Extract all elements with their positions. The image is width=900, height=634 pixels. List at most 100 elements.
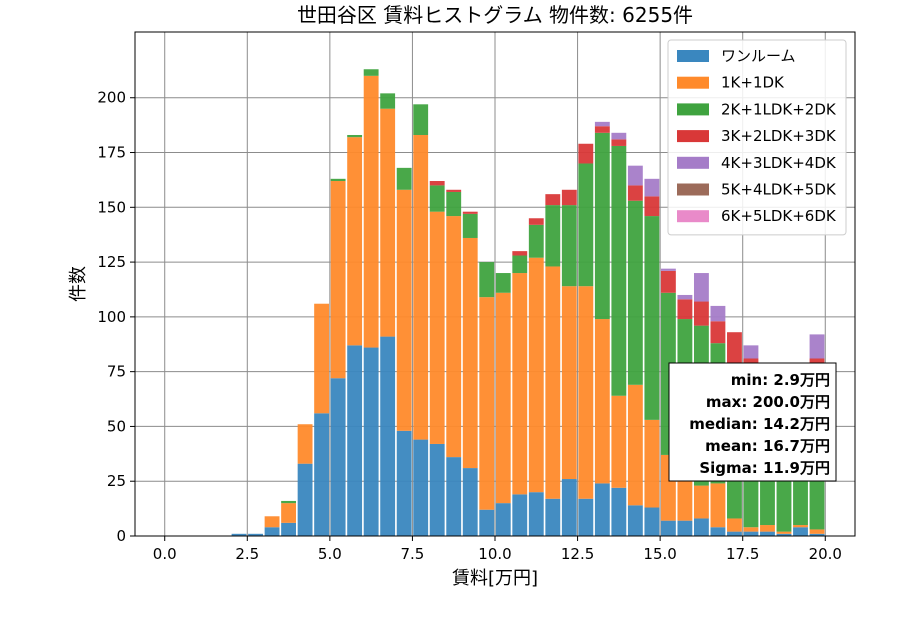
bar-segment	[660, 270, 676, 293]
bar-segment	[594, 121, 610, 127]
x-tick-label: 10.0	[478, 545, 511, 563]
legend-label: 5K+4LDK+5DK	[721, 181, 837, 199]
bar-segment	[479, 297, 495, 510]
legend-label: 3K+2LDK+3DK	[721, 127, 837, 145]
bar-segment	[512, 273, 528, 495]
bar-segment	[462, 468, 478, 536]
bar-segment	[429, 185, 445, 212]
bar-segment	[495, 292, 511, 504]
bar-segment	[727, 531, 742, 536]
bar-segment	[528, 218, 544, 225]
bar-segment	[760, 525, 775, 532]
bar-segment	[677, 294, 693, 300]
bar-segment	[479, 262, 495, 298]
y-tick-label: 150	[97, 198, 126, 216]
bar-segment	[644, 196, 660, 217]
bar-segment	[396, 430, 412, 536]
y-tick-label: 25	[107, 472, 126, 490]
bar-segment	[760, 531, 775, 536]
x-tick-label: 2.5	[235, 545, 259, 563]
bar-segment	[793, 525, 808, 528]
bar-segment	[693, 273, 709, 302]
legend-swatch	[677, 76, 709, 89]
stats-line: median: 14.2万円	[689, 415, 830, 433]
bar-segment	[264, 527, 280, 536]
bar-segment	[528, 224, 544, 258]
y-tick-label: 75	[107, 363, 126, 381]
bar-segment	[677, 476, 693, 521]
legend-label: 1K+1DK	[721, 74, 785, 92]
bar-segment	[677, 520, 693, 536]
bar-segment	[528, 492, 544, 536]
bar-segment	[776, 533, 792, 536]
bar-segment	[545, 266, 561, 499]
legend-swatch	[677, 50, 709, 62]
bar-segment	[462, 211, 478, 214]
chart-title: 世田谷区 賃料ヒストグラム 物件数: 6255件	[297, 3, 693, 27]
legend: ワンルーム 1K+1DK 2K+1LDK+2DK 3K+2LDK+3DK 4K+3LDK…	[667, 39, 847, 236]
x-axis: 0.0 2.5 5.0 7.5 10.0 12.5 15.0 17.5 20.0	[153, 536, 842, 563]
bar-segment	[611, 395, 627, 488]
bar-segment	[809, 533, 825, 536]
bar-segment	[578, 163, 594, 287]
bar-segment	[743, 531, 759, 536]
bar-segment	[611, 487, 627, 536]
bar-segment	[693, 518, 709, 536]
legend-label: 2K+1LDK+2DK	[721, 100, 837, 118]
bar-segment	[611, 132, 627, 140]
bar-segment	[710, 305, 726, 322]
bar-segment	[396, 167, 412, 190]
stats-line: mean: 16.7万円	[705, 437, 830, 455]
y-axis: 0 25 50 75 100 125 150 175 200	[97, 89, 135, 545]
bar-segment	[446, 189, 462, 192]
bar-segment	[545, 194, 561, 206]
bar-segment	[330, 178, 346, 182]
legend-box	[667, 39, 847, 236]
bar-segment	[611, 139, 627, 146]
y-tick-label: 175	[97, 144, 126, 162]
bar-segment	[462, 237, 478, 469]
bar-segment	[627, 200, 643, 385]
bar-segment	[330, 378, 346, 536]
x-tick-label: 20.0	[809, 545, 842, 563]
bar-segment	[347, 345, 363, 536]
bar-segment	[627, 505, 643, 536]
legend-swatch	[677, 130, 709, 143]
bar-segment	[231, 533, 247, 536]
bar-segment	[594, 126, 610, 133]
x-tick-label: 5.0	[318, 545, 342, 563]
bar-segment	[429, 211, 445, 444]
bar-segment	[264, 516, 280, 528]
bar-segment	[710, 321, 726, 344]
x-tick-label: 12.5	[561, 545, 594, 563]
bar-segment	[446, 457, 462, 536]
legend-label: 6K+5LDK+6DK	[721, 207, 837, 225]
bar-segment	[363, 69, 379, 76]
bar-segment	[594, 132, 610, 320]
x-tick-label: 7.5	[401, 545, 425, 563]
bar-segment	[561, 286, 577, 480]
bar-segment	[512, 255, 528, 274]
bar-segment	[627, 384, 643, 506]
bar-segment	[396, 189, 412, 431]
y-tick-label: 50	[107, 417, 126, 435]
bar-segment	[363, 75, 379, 348]
bar-segment	[594, 319, 610, 484]
bar-segment	[413, 134, 429, 440]
bar-segment	[545, 205, 561, 267]
bar-segment	[462, 213, 478, 238]
bar-segment	[644, 419, 660, 508]
bar-segment	[347, 137, 363, 346]
bar-segment	[512, 251, 528, 256]
bar-segment	[578, 143, 594, 164]
bar-segment	[413, 104, 429, 135]
bar-segment	[677, 299, 693, 320]
bar-segment	[380, 93, 396, 109]
bar-segment	[627, 165, 643, 186]
bar-segment	[512, 494, 528, 536]
stats-line: max: 200.0万円	[706, 393, 830, 411]
bar-segment	[743, 345, 759, 359]
bar-segment	[479, 509, 495, 536]
stats-line: Sigma: 11.9万円	[699, 459, 830, 477]
bar-segment	[743, 527, 759, 532]
